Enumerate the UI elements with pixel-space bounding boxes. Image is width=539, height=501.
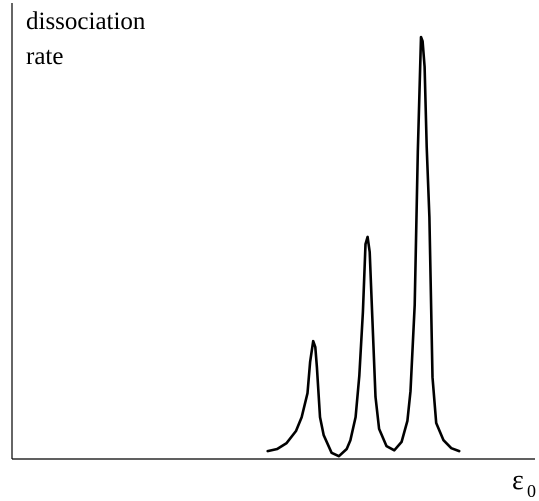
x-axis-label-subscript: 0: [527, 481, 536, 501]
y-axis-label-line-1: dissociation: [26, 8, 146, 35]
y-axis-label-line-2: rate: [26, 43, 63, 70]
series-line: [266, 35, 461, 458]
x-axis-label: ε: [512, 465, 524, 496]
